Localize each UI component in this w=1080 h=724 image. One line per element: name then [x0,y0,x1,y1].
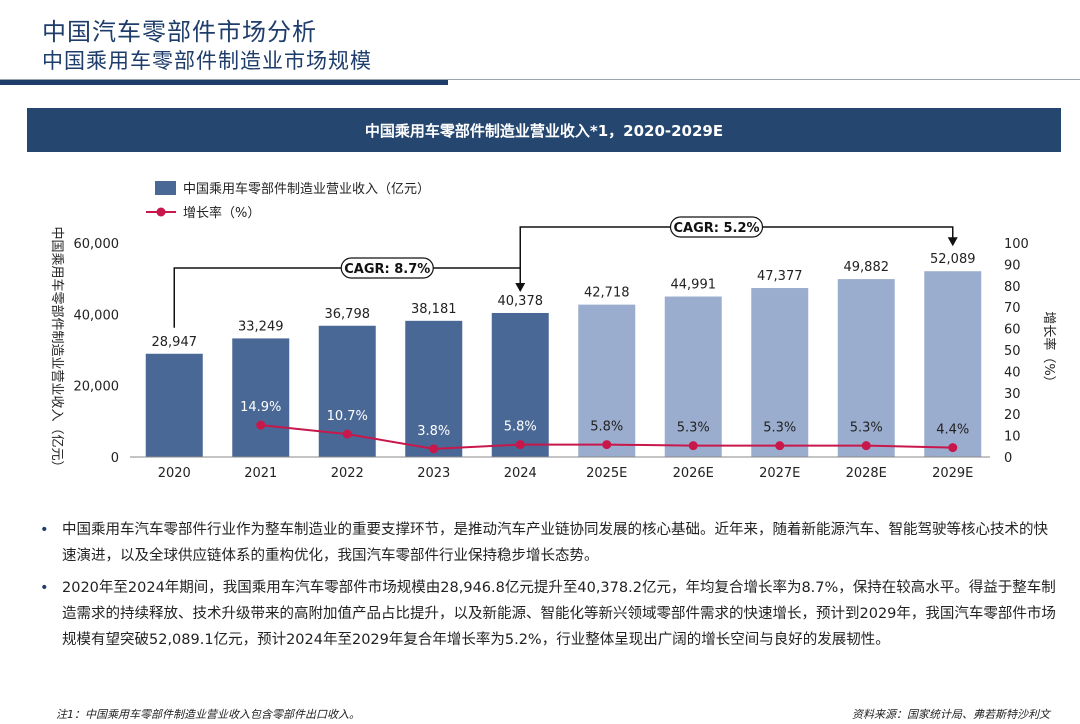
y-left-tick-label: 60,000 [74,237,120,252]
revenue-bar [751,288,809,457]
y-right-tick-label: 20 [1004,408,1021,423]
x-tick-label: 2029E [932,466,973,481]
growth-value-label: 5.8% [590,420,623,435]
growth-value-label: 4.4% [936,423,969,438]
cagr-annotations: CAGR: 8.7% CAGR: 5.2% [173,216,958,328]
growth-point [861,441,871,451]
y-right-tick-label: 70 [1004,301,1021,316]
header-divider [0,79,1080,80]
legend-line-label: 增长率（%） [183,205,260,221]
x-tick-labels: 2020 2021 2022 2023 2024 2025E 2026E 2027E 2028E… [158,466,974,481]
x-tick-label: 2025E [586,466,627,481]
commentary: • 中国乘用车汽车零部件行业作为整车制造业的重要支撑环节，是推动汽车产业链协同发… [40,517,1060,659]
growth-point [342,429,352,439]
legend-bar-label: 中国乘用车零部件制造业营业收入（亿元） [183,181,430,197]
bar-series [145,271,982,457]
revenue-bar [405,320,463,457]
page-subtitle: 中国乘用车零部件制造业市场规模 [42,49,372,73]
y-left-axis-title: 中国乘用车零部件制造业营业收入（亿元） [49,226,65,473]
bullet-item: • 2020年至2024年期间，我国乘用车汽车零部件市场规模由28,946.8亿… [40,575,1060,653]
growth-value-label: 10.7% [327,409,368,424]
growth-point [256,420,266,430]
growth-point [602,440,612,450]
bar-value-label: 47,377 [757,269,803,284]
y-right-tick-label: 50 [1004,344,1021,359]
bullet-dot-icon: • [40,580,49,596]
cagr-label: CAGR: 8.7% [344,262,430,277]
y-right-tick-label: 80 [1004,280,1021,295]
revenue-chart: 中国乘用车零部件制造业营业收入（亿元） 增长率（%） 中国乘用车零部件制造业营业… [49,181,1057,481]
y-left-ticks: 0 20,000 40,000 60,000 [74,237,120,466]
y-right-tick-label: 100 [1004,237,1029,252]
footnote: 注1：中国乘用车零部件制造业营业收入包含零部件出口收入。 [56,708,360,721]
y-right-ticks: 0 10 20 30 40 50 60 70 80 90 100 [1004,237,1029,466]
x-tick-label: 2027E [759,466,800,481]
bar-value-label: 49,882 [844,260,890,275]
y-right-tick-label: 40 [1004,365,1021,380]
growth-value-label: 14.9% [240,400,281,415]
growth-point [948,443,958,453]
cagr-label: CAGR: 5.2% [673,221,759,236]
x-tick-label: 2026E [673,466,714,481]
revenue-bar [491,312,549,457]
cagr-pill [340,257,434,279]
growth-value-label: 3.8% [417,424,450,439]
bullet-dot-icon: • [40,522,49,538]
growth-point [775,441,785,451]
revenue-bar [664,296,722,457]
growth-point [688,441,698,451]
chart-banner-title: 中国乘用车零部件制造业营业收入*1，2020-2029E [364,121,724,140]
chart-banner: 中国乘用车零部件制造业营业收入*1，2020-2029E [27,108,1061,152]
y-left-tick-label: 0 [111,451,119,466]
page-title: 中国汽车零部件市场分析 [42,18,317,46]
revenue-bar [578,304,636,457]
bar-value-label: 44,991 [671,278,717,293]
growth-value-label: 5.8% [504,420,537,435]
y-left-tick-label: 20,000 [74,380,120,395]
bar-value-label: 36,798 [325,307,371,322]
bar-value-label: 33,249 [238,319,284,334]
y-right-tick-label: 30 [1004,387,1021,402]
y-right-axis-title: 增长率（%） [1041,311,1057,388]
y-right-tick-label: 90 [1004,258,1021,273]
bar-value-labels: 28,947 33,249 36,798 38,181 40,378 42,718 44,9… [152,252,976,350]
x-tick-label: 2023 [417,466,450,481]
revenue-bar [924,271,982,457]
legend-line-marker [156,207,166,217]
y-right-tick-label: 60 [1004,323,1021,338]
cagr-pill [669,216,764,238]
bar-value-label: 40,378 [498,294,544,309]
bar-value-label: 42,718 [584,286,630,301]
bullet-item: • 中国乘用车汽车零部件行业作为整车制造业的重要支撑环节，是推动汽车产业链协同发… [40,517,1060,569]
y-left-tick-label: 40,000 [74,308,120,323]
cagr-arrow-icon [947,237,958,247]
bar-value-label: 28,947 [152,335,198,350]
x-tick-label: 2024 [504,466,537,481]
revenue-bar [145,353,203,457]
x-tick-label: 2020 [158,466,191,481]
cagr-arrow-icon [515,282,526,292]
growth-value-label: 5.3% [763,421,796,436]
growth-value-labels: 14.9% 10.7% 3.8% 5.8% 5.8% 5.3% 5.3% 5.3% 4.4% [240,400,969,439]
bullet-text: 中国乘用车汽车零部件行业作为整车制造业的重要支撑环节，是推动汽车产业链协同发展的… [62,522,1048,564]
legend-bar-swatch [155,181,176,195]
y-right-tick-label: 10 [1004,430,1021,445]
source-note: 资料来源：国家统计局、弗若斯特沙利文 [852,708,1050,721]
growth-point [429,444,439,454]
growth-line-series [256,420,958,454]
x-tick-label: 2021 [244,466,277,481]
growth-value-label: 5.3% [850,421,883,436]
bar-value-label: 52,089 [930,252,976,267]
bar-value-label: 38,181 [411,302,457,317]
header-accent-bar [0,80,448,85]
x-tick-label: 2028E [846,466,887,481]
revenue-bar [232,338,290,457]
bullet-text: 2020年至2024年期间，我国乘用车汽车零部件市场规模由28,946.8亿元提… [62,580,1056,648]
y-right-tick-label: 0 [1004,451,1012,466]
growth-value-label: 5.3% [677,421,710,436]
growth-point [515,440,525,450]
x-tick-label: 2022 [331,466,364,481]
revenue-bar [837,279,895,457]
